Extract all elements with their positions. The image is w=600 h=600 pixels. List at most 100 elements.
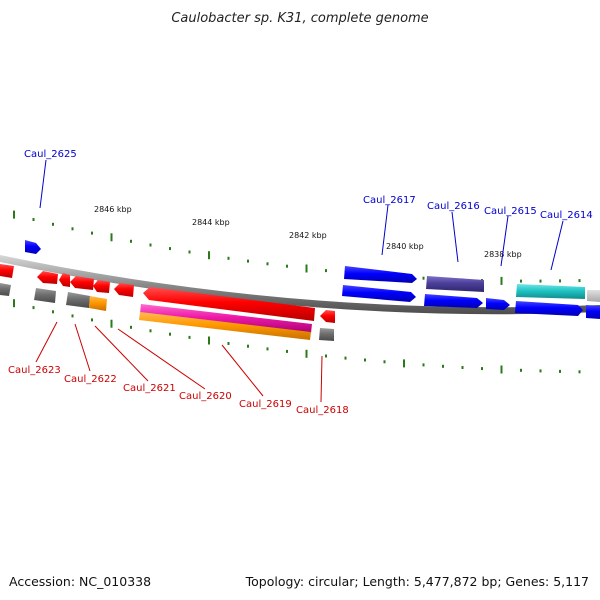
inner-tick	[442, 364, 444, 368]
gene-edge-arrow[interactable]	[586, 305, 600, 319]
inner-tick	[539, 369, 542, 373]
callout-line-caul-2618	[320, 355, 323, 403]
inner-tick	[500, 365, 503, 374]
outer-tick	[520, 279, 522, 283]
inner-tick	[91, 318, 93, 322]
gene-caul-2620-arrow[interactable]	[114, 283, 134, 297]
gene-label-caul-2621[interactable]: Caul_2621	[123, 383, 176, 394]
gene-orf-arrow[interactable]	[486, 298, 510, 310]
outer-tick	[91, 231, 93, 235]
inner-tick	[344, 356, 347, 360]
outer-tick	[149, 243, 152, 247]
gene-caul-2616-arrow[interactable]	[426, 276, 484, 292]
outer-tick	[539, 279, 542, 283]
gene-caul-2618-arrow[interactable]	[320, 310, 335, 323]
gene-label-caul-2623[interactable]: Caul_2623	[8, 365, 61, 376]
forward-callouts	[39, 159, 564, 271]
gene-caul-2614-arrow[interactable]	[515, 301, 583, 316]
outer-tick	[266, 262, 269, 266]
callout-line-caul-2616	[451, 211, 459, 263]
inner-tick	[520, 368, 522, 372]
gene-caul-2615-arrow[interactable]	[516, 284, 585, 299]
inner-tick	[227, 342, 230, 345]
inner-tick	[461, 366, 464, 369]
tick-ring-inner	[13, 299, 581, 374]
gene-caul-2622c-arrow[interactable]	[66, 292, 90, 308]
callout-line-caul-2614	[550, 220, 564, 271]
scale-label-2842: 2842 kbp	[289, 231, 327, 240]
gene-label-caul-2616[interactable]: Caul_2616	[427, 201, 480, 212]
outer-tick	[247, 259, 249, 263]
callout-line-caul-2620	[117, 328, 206, 390]
outer-tick	[208, 251, 210, 260]
inner-tick	[32, 306, 35, 310]
inner-tick	[130, 325, 132, 329]
inner-tick	[383, 360, 386, 364]
outer-tick	[286, 264, 288, 268]
gene-edge-red[interactable]	[0, 264, 14, 278]
outer-tick	[71, 227, 74, 231]
gene-caul-2616b-arrow[interactable]	[424, 294, 483, 308]
accession-text: Accession: NC_010338	[9, 574, 151, 589]
gene-caul-2617-arrow[interactable]	[344, 266, 417, 283]
callout-line-caul-2615	[500, 215, 509, 267]
gene-caul-2619c-arrow[interactable]	[139, 312, 311, 340]
gene-caul-2622b-arrow[interactable]	[70, 276, 94, 290]
scale-label-2840: 2840 kbp	[386, 242, 424, 251]
gene-caul-2623b-arrow[interactable]	[34, 288, 56, 303]
outer-tick	[169, 247, 171, 251]
callout-line-caul-2625	[39, 159, 47, 209]
outer-tick	[52, 222, 54, 226]
inner-tick	[364, 358, 366, 362]
gene-caul-2618b-arrow[interactable]	[319, 328, 334, 341]
outer-tick	[559, 279, 561, 283]
outer-tick	[32, 218, 35, 221]
gene-caul-2625-arrow[interactable]	[25, 240, 41, 254]
gene-label-caul-2618[interactable]: Caul_2618	[296, 405, 349, 416]
gene-label-caul-2625[interactable]: Caul_2625	[24, 149, 77, 160]
inner-tick	[578, 370, 581, 374]
gene-edge-gray[interactable]	[587, 290, 600, 302]
outer-tick	[500, 276, 503, 285]
outer-tick	[325, 269, 327, 273]
callout-line-caul-2619	[221, 344, 264, 397]
gene-caul-2619-arrow[interactable]	[143, 287, 315, 321]
gene-caul-2617b-arrow[interactable]	[342, 285, 416, 302]
inner-tick	[13, 299, 15, 308]
callout-line-caul-2622	[74, 323, 91, 372]
inner-tick	[286, 349, 288, 353]
reverse-callouts	[35, 321, 323, 403]
gene-label-caul-2614[interactable]: Caul_2614	[540, 210, 593, 221]
gene-label-caul-2615[interactable]: Caul_2615	[484, 206, 537, 217]
outer-tick	[422, 276, 425, 280]
gene-label-caul-2617[interactable]: Caul_2617	[363, 195, 416, 206]
callout-line-caul-2621	[94, 325, 149, 382]
inner-tick	[422, 363, 425, 367]
gene-caul-2621-arrow[interactable]	[89, 296, 107, 311]
inner-tick	[71, 314, 74, 318]
gene-label-caul-2622[interactable]: Caul_2622	[64, 374, 117, 385]
inner-tick	[305, 349, 308, 358]
map-title: Caulobacter sp. K31, complete genome	[171, 11, 428, 26]
inner-tick	[403, 359, 405, 368]
inner-tick	[325, 354, 327, 358]
gene-caul-2622-arrow[interactable]	[59, 273, 70, 287]
gene-label-caul-2620[interactable]: Caul_2620	[179, 391, 232, 402]
inner-tick	[481, 367, 483, 371]
outer-tick	[227, 256, 230, 260]
outer-tick	[13, 210, 15, 219]
outer-tick	[578, 279, 581, 283]
gene-label-caul-2619[interactable]: Caul_2619	[239, 399, 292, 410]
outer-tick	[188, 250, 191, 254]
inner-tick	[169, 332, 171, 336]
gene-caul-2619b-arrow[interactable]	[140, 304, 312, 333]
scale-label-2844: 2844 kbp	[192, 218, 230, 227]
gene-edge-gray-left[interactable]	[0, 283, 11, 296]
inner-tick	[247, 344, 249, 348]
scale-label-2846: 2846 kbp	[94, 205, 132, 214]
gene-caul-2621b-arrow[interactable]	[93, 280, 110, 293]
inner-tick	[110, 319, 113, 328]
gene-caul-2623-arrow[interactable]	[37, 271, 58, 284]
inner-tick	[52, 310, 54, 314]
